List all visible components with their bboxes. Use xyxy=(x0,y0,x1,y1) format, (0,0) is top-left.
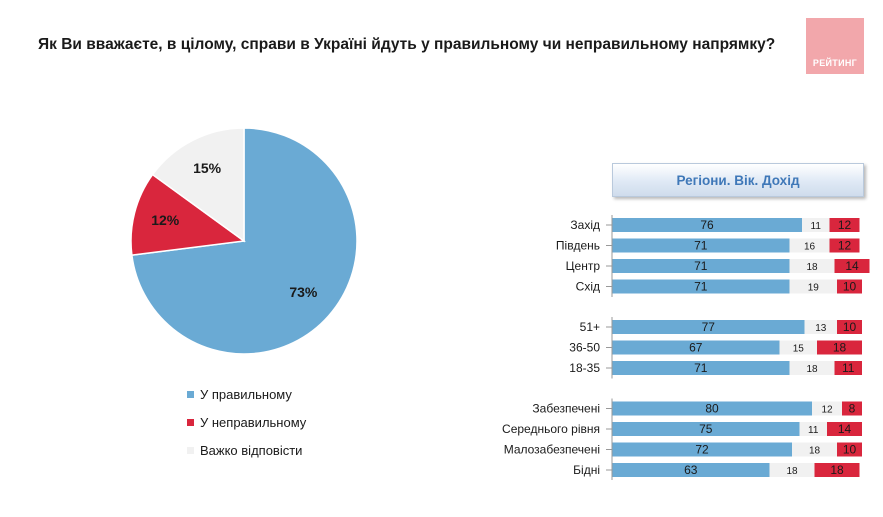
bar-value-label: 14 xyxy=(845,259,859,273)
bar-category-label: Середнього рівня xyxy=(502,422,600,436)
bar-segment-wrong xyxy=(837,442,862,457)
bar-value-label: 11 xyxy=(811,221,822,232)
bar-value-label: 18 xyxy=(786,466,798,477)
bar-segment-right xyxy=(612,463,770,477)
bar-value-label: 71 xyxy=(694,259,708,273)
bar-value-label: 13 xyxy=(815,323,827,334)
bar-segment-hard xyxy=(769,463,815,477)
legend-item-right: У правильному xyxy=(187,380,306,408)
bar-segment-right xyxy=(612,238,790,253)
bar-category-label: Забезпечені xyxy=(532,402,600,416)
legend-label-wrong: У неправильному xyxy=(200,414,307,430)
bar-category-label: Бідні xyxy=(573,463,600,477)
bar-value-label: 63 xyxy=(684,463,698,477)
pie-slice-wrong xyxy=(130,173,246,257)
bar-value-label: 8 xyxy=(849,402,856,416)
bar-value-label: 18 xyxy=(830,463,844,477)
bar-segment-right xyxy=(612,361,790,375)
bar-segment-hard xyxy=(792,442,837,457)
legend-swatch-wrong xyxy=(187,418,194,426)
bar-segment-wrong xyxy=(834,259,870,273)
bar-segment-right xyxy=(612,218,802,232)
bar-segment-right xyxy=(612,442,792,457)
legend-swatch-hard xyxy=(187,446,194,454)
bar-segment-hard xyxy=(812,401,842,416)
bar-value-label: 11 xyxy=(808,425,819,436)
bar-value-label: 18 xyxy=(806,364,818,375)
bar-value-label: 76 xyxy=(700,218,714,232)
bar-value-label: 12 xyxy=(821,405,833,416)
bar-value-label: 75 xyxy=(699,422,713,436)
pie-legend: У правильному У неправильному Важко відп… xyxy=(187,380,306,464)
bar-segment-wrong xyxy=(814,463,860,477)
pie-slice-hard xyxy=(151,127,245,243)
bar-value-label: 11 xyxy=(842,361,855,375)
pie-chart: 73% 12% 15% xyxy=(128,125,360,357)
bar-segment-wrong xyxy=(817,340,862,355)
bar-category-label: Схід xyxy=(576,280,600,294)
bar-segment-hard xyxy=(804,320,837,334)
pie-label-hard: 15% xyxy=(193,159,222,176)
bar-value-label: 18 xyxy=(809,446,821,457)
logo-text: РЕЙТИНГ xyxy=(812,58,858,68)
bar-value-label: 18 xyxy=(833,341,847,355)
bar-chart-title: Регіони. Вік. Дохід xyxy=(612,163,864,197)
bar-segment-right xyxy=(612,340,780,355)
bar-category-label: Південь xyxy=(556,239,600,253)
bar-segment-hard xyxy=(789,361,835,375)
bar-value-label: 19 xyxy=(808,283,820,294)
bar-segment-wrong xyxy=(837,320,862,334)
bar-value-label: 72 xyxy=(695,443,709,457)
bar-value-label: 10 xyxy=(843,280,857,294)
bar-segment-right xyxy=(612,422,800,436)
bar-segment-wrong xyxy=(834,361,862,375)
bar-value-label: 15 xyxy=(793,344,805,355)
bar-value-label: 10 xyxy=(843,443,857,457)
legend-label-right: У правильному xyxy=(200,386,292,402)
bar-value-label: 14 xyxy=(838,422,852,436)
pie-label-wrong: 12% xyxy=(151,211,180,228)
bar-value-label: 71 xyxy=(694,280,708,294)
bar-value-label: 12 xyxy=(838,218,852,232)
bar-value-label: 71 xyxy=(694,361,708,375)
bar-value-label: 71 xyxy=(694,239,708,253)
bar-segment-hard xyxy=(779,340,817,355)
bar-segment-wrong xyxy=(837,279,862,294)
bar-value-label: 10 xyxy=(843,320,857,334)
bar-value-label: 67 xyxy=(689,341,703,355)
bar-value-label: 18 xyxy=(806,262,818,273)
legend-label-hard: Важко відповісти xyxy=(200,442,303,458)
bar-category-label: 18-35 xyxy=(569,361,600,375)
bar-category-label: Малозабезпечені xyxy=(504,443,600,457)
bar-segment-hard xyxy=(789,279,837,294)
bar-segment-wrong xyxy=(829,238,860,253)
bar-category-label: 51+ xyxy=(580,320,600,334)
bar-segment-right xyxy=(612,259,790,273)
bar-segment-hard xyxy=(789,259,835,273)
bar-category-label: Центр xyxy=(566,259,601,273)
bar-segment-hard xyxy=(789,238,830,253)
legend-item-hard: Важко відповісти xyxy=(187,436,306,464)
bar-segment-right xyxy=(612,279,790,294)
legend-swatch-right xyxy=(187,390,194,398)
bar-value-label: 12 xyxy=(838,239,852,253)
bar-segment-wrong xyxy=(829,218,860,232)
bar-segment-right xyxy=(612,401,812,416)
bar-segment-hard xyxy=(799,422,827,436)
rating-logo: РЕЙТИНГ xyxy=(806,18,864,74)
bar-category-label: Захід xyxy=(570,218,600,232)
bar-segment-wrong xyxy=(842,401,862,416)
bar-value-label: 77 xyxy=(702,320,716,334)
pie-chart-svg xyxy=(130,127,358,355)
pie-label-right: 73% xyxy=(289,284,318,301)
page-title: Як Ви вважаєте, в цілому, справи в Украї… xyxy=(38,36,776,53)
bar-segment-hard xyxy=(802,218,830,232)
bar-segment-right xyxy=(612,320,805,334)
bar-segment-wrong xyxy=(827,422,862,436)
bar-value-label: 80 xyxy=(705,402,719,416)
legend-item-wrong: У неправильному xyxy=(187,408,306,436)
bar-category-label: 36-50 xyxy=(569,341,600,355)
bar-value-label: 16 xyxy=(804,242,816,253)
